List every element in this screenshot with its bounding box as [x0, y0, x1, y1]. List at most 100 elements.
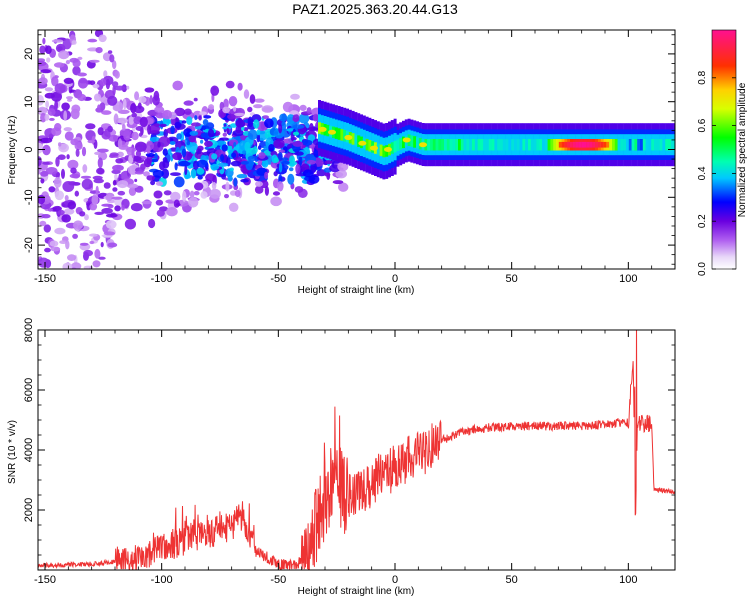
- spectrogram-cell: [156, 209, 165, 217]
- spectrogram-cell: [94, 93, 102, 102]
- spectrogram-cell: [172, 80, 183, 91]
- spectrogram-cell: [155, 199, 164, 206]
- spectrogram-cell: [67, 98, 72, 102]
- spectrogram-cell: [149, 124, 161, 133]
- spectrogram-cell: [77, 93, 87, 102]
- spectrogram-cell: [79, 242, 89, 246]
- spectrogram-cell: [138, 96, 147, 104]
- spectrogram-cell: [183, 128, 193, 137]
- track-knot: [318, 126, 327, 132]
- spectrogram-cell: [301, 139, 313, 146]
- spectrogram-cell: [225, 80, 235, 89]
- spectrogram-cell: [94, 248, 101, 259]
- spectrogram-cell: [161, 168, 170, 179]
- spectrogram-cell: [152, 95, 160, 106]
- colorbar-tick-label: 0.8: [697, 70, 708, 84]
- spectrogram-y-axis: -20 -10 0 10 20: [23, 34, 675, 265]
- spectrogram-cell: [218, 162, 229, 167]
- spectrogram-cell: [49, 117, 55, 121]
- spectrogram-cell: [277, 181, 284, 192]
- spectrogram-cell: [50, 246, 61, 252]
- spectrogram-cell: [181, 120, 187, 124]
- spectrogram-cell: [113, 113, 119, 125]
- spectrogram-cell: [143, 171, 150, 177]
- track-core-cell: [466, 139, 470, 151]
- track-core-cell: [665, 139, 669, 151]
- spectrogram-cell: [332, 180, 344, 185]
- spectrogram-cell: [71, 104, 81, 114]
- spectrogram-cell: [130, 203, 143, 212]
- track-core-cell: [620, 139, 624, 151]
- spectrogram-cell: [39, 220, 47, 227]
- spectrogram-cell: [117, 190, 126, 196]
- track-core-cell: [530, 139, 534, 151]
- spectrogram-cell: [223, 98, 229, 110]
- spectrogram-cell: [224, 194, 229, 199]
- spectrogram-cell: [289, 162, 295, 167]
- spectrogram-cell: [204, 140, 213, 147]
- spectrogram-cell: [150, 158, 159, 163]
- spectrogram-cell: [237, 82, 243, 91]
- spectrogram-cell: [172, 152, 183, 161]
- spectrogram-cell: [260, 121, 266, 130]
- spectrogram-cell: [287, 173, 295, 185]
- spectrogram-cell: [222, 106, 231, 114]
- track-peak-cell: [584, 141, 587, 148]
- track-core-cell: [435, 139, 439, 151]
- spectrogram-cell: [138, 132, 143, 137]
- spectrogram-cell: [124, 218, 136, 230]
- track-peak-cell: [578, 141, 582, 148]
- spectrogram-cell: [281, 120, 287, 132]
- track-knot: [419, 142, 427, 148]
- spectrogram-cell: [139, 116, 148, 128]
- spectrogram-cell: [77, 77, 89, 89]
- spectrogram-cell: [44, 114, 50, 121]
- spectrogram-cell: [196, 167, 205, 175]
- spectrogram-cell: [290, 93, 300, 100]
- spectrogram-cell: [92, 260, 101, 268]
- spectrogram-cell: [94, 151, 101, 155]
- track-core-cell: [469, 139, 473, 151]
- spectrogram-cell: [155, 181, 164, 186]
- spectrogram-cell: [51, 39, 64, 43]
- spectrogram-cell: [107, 95, 118, 106]
- spectrogram-cell: [159, 161, 166, 171]
- spectrogram-cell: [292, 141, 304, 147]
- spectrogram-cell: [101, 110, 112, 115]
- spectrogram-cell: [96, 167, 105, 175]
- spectrogram-cell: [209, 188, 221, 199]
- spectrogram-cell: [229, 167, 234, 172]
- spectrogram-cell: [131, 131, 139, 141]
- spectrogram-cell: [107, 50, 113, 54]
- spectrogram-cell: [197, 175, 203, 180]
- track-core-cell: [480, 139, 484, 151]
- spectrogram-cell: [254, 98, 265, 103]
- spectrogram-cell: [312, 113, 320, 122]
- colorbar-tick-label: 0.4: [697, 166, 708, 180]
- spectrogram-cell: [107, 204, 114, 209]
- spectrogram-cell: [292, 124, 305, 129]
- spectrogram-cell: [100, 241, 104, 248]
- track-knot: [370, 145, 378, 151]
- spectrogram-cell: [53, 62, 65, 68]
- track-core-cell: [536, 139, 540, 151]
- spectrogram-cell: [103, 182, 111, 189]
- colorbar-gradient: [711, 29, 737, 270]
- spectrogram-cell: [123, 98, 127, 110]
- spectrogram-cell: [262, 159, 269, 168]
- spectrogram-cell: [117, 180, 129, 189]
- spectrogram-cell: [45, 100, 49, 108]
- spectrogram-cell: [157, 141, 161, 148]
- spectrogram-cell: [159, 123, 167, 128]
- track-core-cell: [410, 135, 414, 147]
- track-core-cell: [528, 139, 531, 151]
- spectrogram-cell: [262, 107, 273, 112]
- spectrogram-cell: [70, 138, 79, 146]
- spectrogram-cell: [174, 107, 186, 117]
- spectrogram-cell: [149, 95, 153, 105]
- track-peak-cell: [567, 141, 571, 148]
- track-peak-cell: [558, 141, 562, 148]
- track-core-cell: [502, 139, 506, 151]
- spectrogram-cell: [63, 77, 74, 84]
- spectrogram-cell: [294, 151, 304, 156]
